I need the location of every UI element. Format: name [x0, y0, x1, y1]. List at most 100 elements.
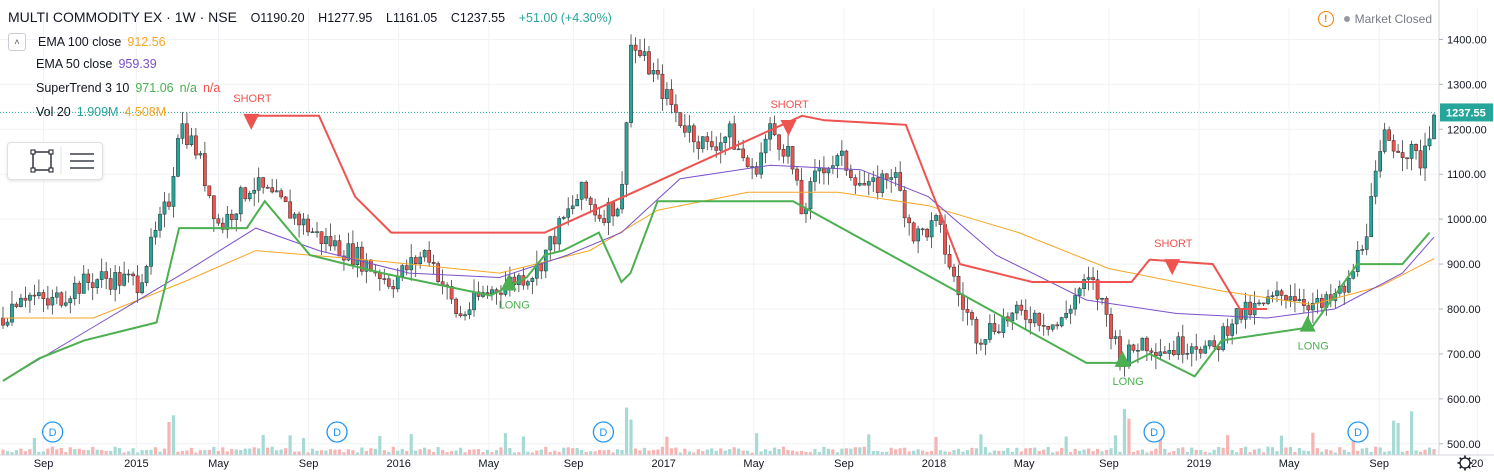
candle-body — [970, 312, 974, 320]
chevron-up-icon[interactable]: ˄ — [8, 33, 26, 51]
dividend-marker: D — [326, 421, 348, 443]
candle-body — [1023, 310, 1028, 320]
candle-body — [404, 265, 409, 271]
volume-bar — [867, 434, 871, 455]
candle-body — [665, 89, 669, 99]
volume-bar — [1392, 420, 1396, 455]
volume-bar — [37, 451, 41, 455]
candle-body — [458, 313, 463, 317]
volume-bar — [423, 447, 427, 455]
volume-bar — [1006, 447, 1010, 455]
volume-bar — [1001, 450, 1005, 455]
volume-bar — [624, 407, 629, 455]
volume-bar — [584, 451, 588, 455]
short-arrow-icon — [243, 113, 260, 130]
volume-bar — [741, 450, 745, 455]
candle-body — [579, 181, 584, 200]
settings-lines-icon[interactable] — [70, 153, 94, 169]
candle-body — [840, 150, 844, 156]
rectangle-tool-icon[interactable] — [30, 149, 54, 173]
candle-body — [1400, 152, 1405, 158]
time-tick-label: Sep — [299, 458, 319, 470]
candle-body — [207, 185, 212, 196]
candle-body — [575, 199, 580, 207]
volume-bar — [871, 451, 875, 455]
volume-bar — [885, 451, 889, 455]
volume-bar — [135, 452, 140, 455]
candle-body — [525, 281, 530, 286]
candle-body — [131, 273, 135, 277]
volume-bar — [898, 448, 902, 455]
long-label: LONG — [1113, 376, 1144, 388]
volume-bar — [548, 452, 552, 455]
indicator-volume[interactable]: Vol 20 1.909M 4.508M — [36, 105, 166, 119]
candle-body — [261, 177, 266, 188]
candle-body — [19, 297, 23, 307]
volume-bar — [485, 449, 490, 455]
volume-bar — [1082, 449, 1086, 455]
candle-body — [956, 276, 961, 296]
long-signal: LONG — [499, 274, 530, 312]
candle-body — [1418, 150, 1423, 169]
candle-body — [310, 231, 315, 233]
volume-bar — [1342, 449, 1346, 455]
volume-bar — [705, 449, 709, 455]
volume-bar — [1266, 446, 1270, 455]
volume-bar — [257, 448, 261, 455]
volume-bar — [503, 433, 508, 455]
candle-body — [723, 136, 728, 143]
candle-body — [28, 294, 32, 301]
candle-body — [997, 331, 1001, 333]
volume-bar — [512, 452, 516, 455]
volume-bar — [844, 448, 848, 455]
candle-body — [14, 303, 19, 307]
volume-bar — [934, 436, 938, 455]
candle-body — [198, 153, 203, 156]
candle-body — [1095, 279, 1100, 300]
candle-body — [463, 314, 467, 317]
candle-body — [683, 125, 687, 133]
volume-bar — [849, 448, 853, 455]
indicator-label: EMA 50 close — [36, 57, 113, 71]
candle-body — [274, 190, 279, 193]
volume-bar — [400, 448, 404, 455]
volume-bar — [239, 450, 243, 455]
candle-body — [642, 51, 647, 56]
candle-body — [86, 273, 91, 283]
volume-bar — [781, 446, 786, 455]
volume-bar — [1037, 451, 1041, 455]
volume-bar — [1190, 447, 1194, 455]
candle-body — [1405, 157, 1409, 159]
volume-bar — [82, 449, 86, 455]
candle-body — [23, 297, 28, 301]
indicator-ema50[interactable]: EMA 50 close 959.39 — [36, 57, 157, 71]
volume-bar — [167, 421, 171, 455]
candle-body — [543, 249, 548, 272]
indicator-ema100[interactable]: ˄ EMA 100 close 912.56 — [8, 33, 166, 51]
candle-body — [122, 273, 126, 286]
candle-body — [875, 177, 880, 193]
volume-bar — [1163, 448, 1167, 455]
candle-body — [651, 70, 656, 75]
volume-bar — [1154, 448, 1158, 455]
candle-body — [709, 141, 714, 148]
volume-bar — [1338, 447, 1342, 455]
volume-bar — [1055, 451, 1059, 455]
warning-icon[interactable]: ! — [1317, 11, 1334, 27]
volume-bar — [319, 450, 324, 455]
candle-body — [1230, 323, 1234, 336]
volume-bar — [692, 452, 696, 455]
volume-bar — [1086, 448, 1091, 455]
dividend-icon — [592, 421, 615, 443]
price-tick-label: 500.00 — [1447, 439, 1481, 451]
volume-bar — [813, 449, 817, 455]
volume-bar — [1172, 451, 1176, 455]
volume-bar — [1230, 449, 1234, 455]
candle-body — [171, 176, 176, 207]
indicator-supertrend[interactable]: SuperTrend 3 10 971.06 n/a n/a — [36, 81, 220, 95]
volume-bar — [840, 448, 844, 455]
symbol-title[interactable]: MULTI COMMODITY EX · 1W · NSE — [8, 9, 237, 25]
candle-body — [337, 240, 342, 257]
candle-body — [301, 218, 306, 226]
